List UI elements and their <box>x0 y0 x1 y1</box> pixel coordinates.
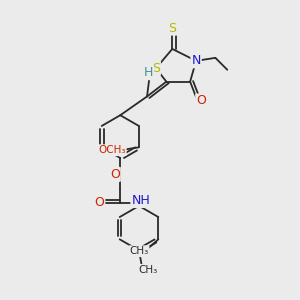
Text: OCH₃: OCH₃ <box>98 145 126 155</box>
Text: CH₃: CH₃ <box>138 265 158 275</box>
Text: O: O <box>196 94 206 107</box>
Text: O: O <box>94 196 104 209</box>
Text: H: H <box>144 66 153 79</box>
Text: O: O <box>110 168 120 181</box>
Text: NH: NH <box>131 194 150 207</box>
Text: S: S <box>152 62 160 75</box>
Text: N: N <box>191 54 201 67</box>
Text: S: S <box>168 22 176 34</box>
Text: CH₃: CH₃ <box>129 246 148 256</box>
